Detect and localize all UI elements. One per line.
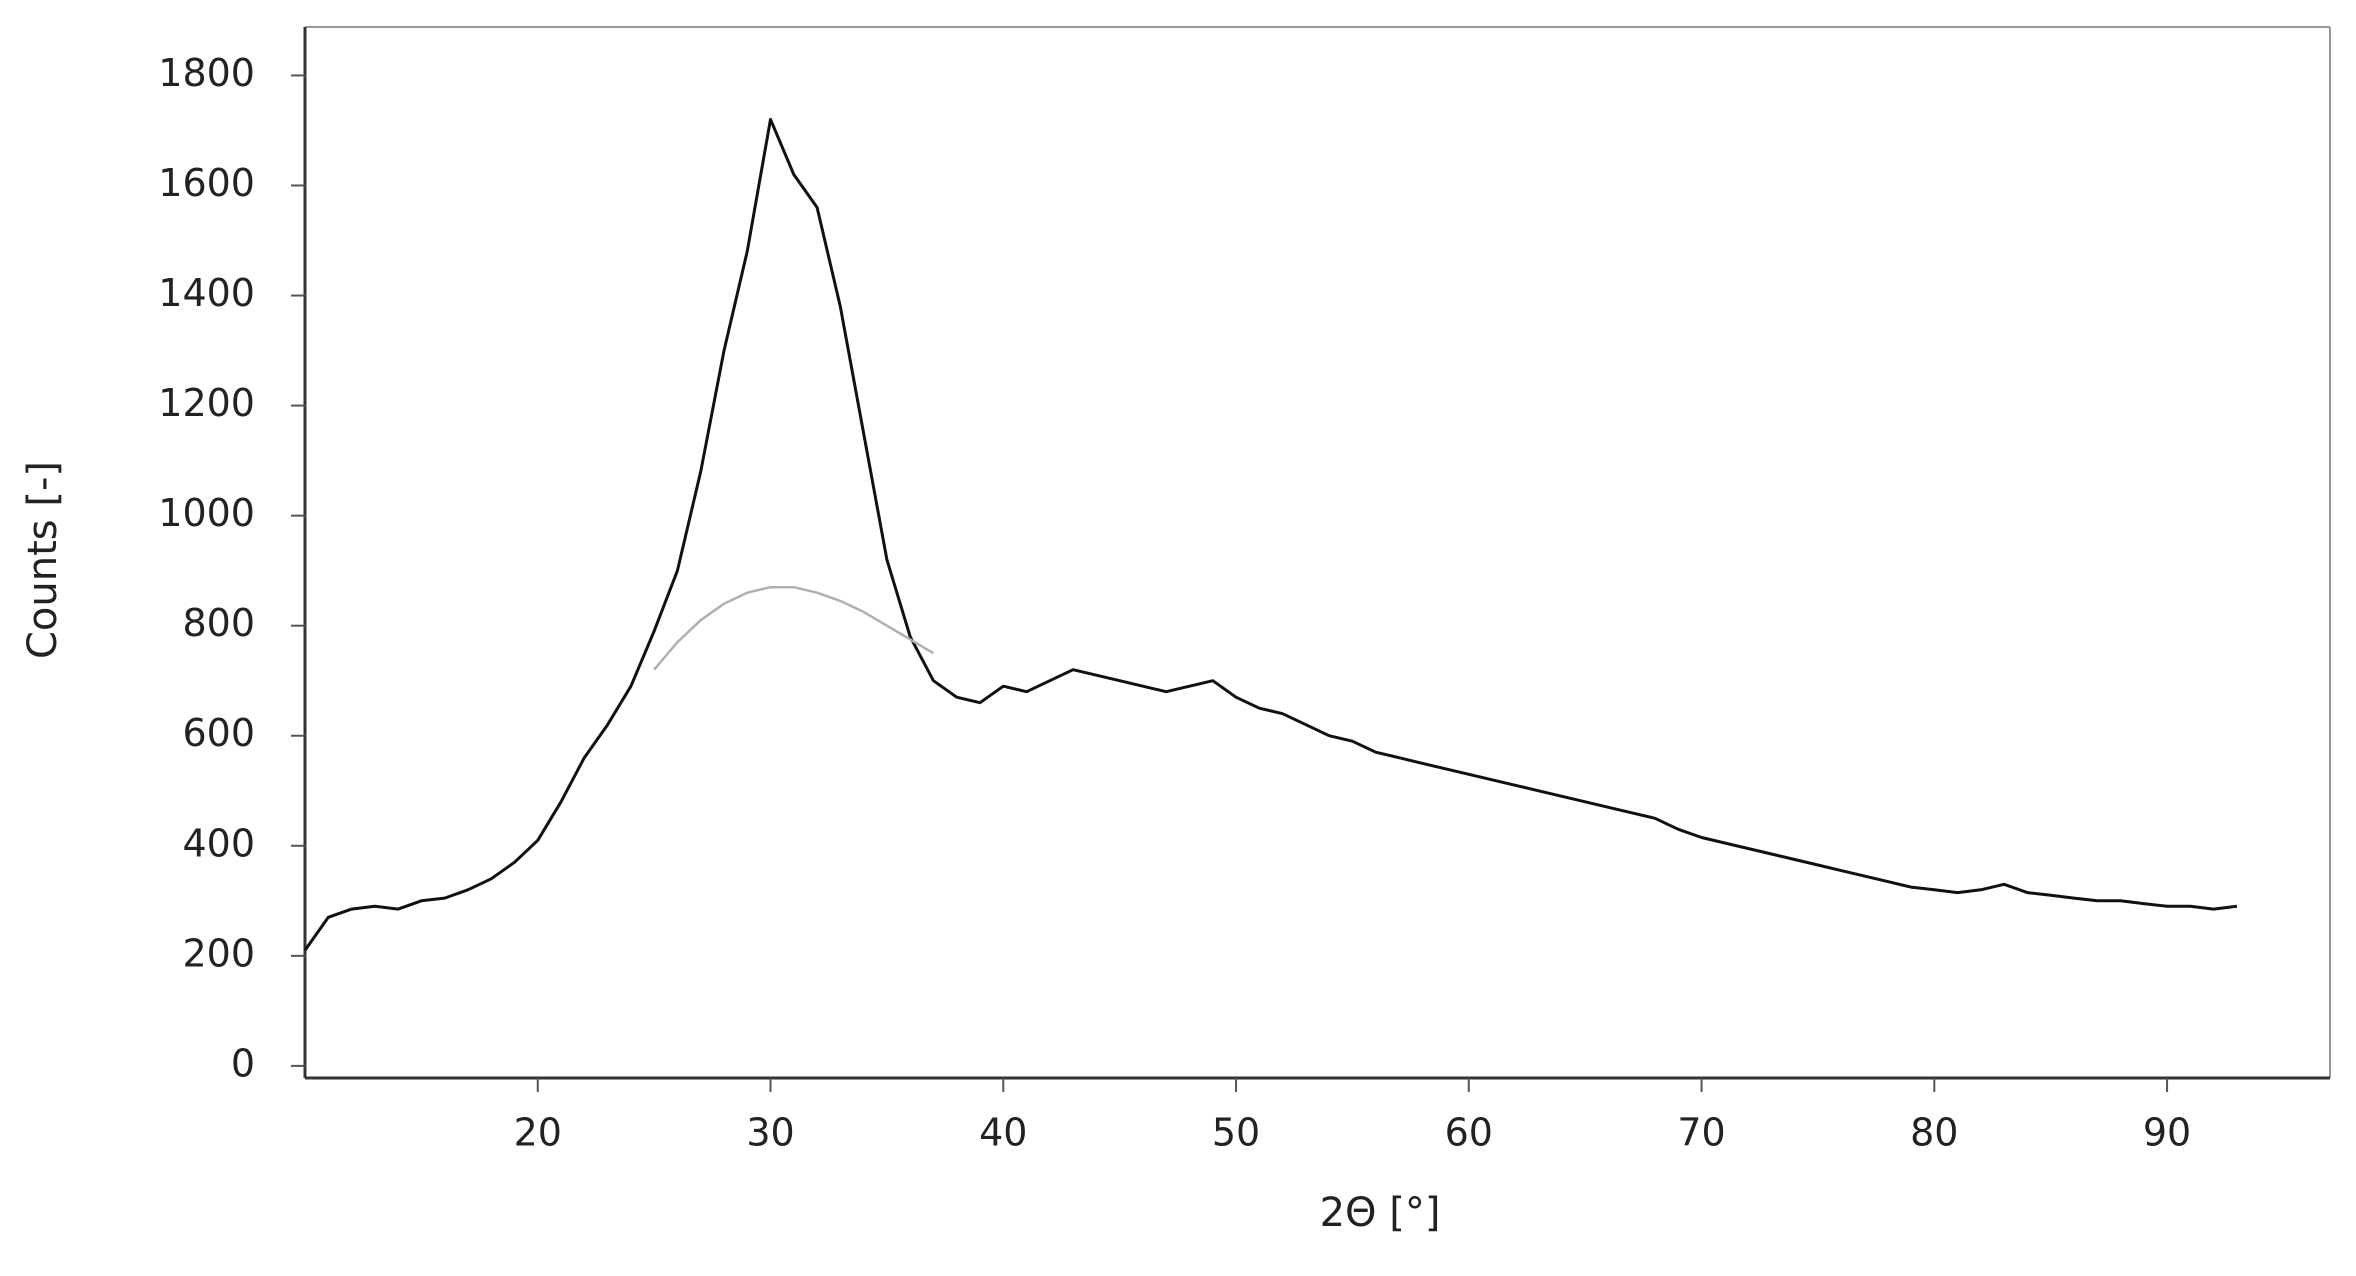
y-tick-label: 400 (182, 821, 255, 865)
y-tick-label: 0 (231, 1041, 255, 1085)
y-tick-label: 1600 (158, 161, 255, 205)
data-line (303, 117, 2238, 952)
x-tick-label: 30 (746, 1111, 794, 1155)
y-tick-label: 200 (182, 931, 255, 975)
x-tick-label: 60 (1445, 1111, 1493, 1155)
y-tick-label: 1400 (158, 271, 255, 315)
y-tick-label: 800 (182, 601, 255, 645)
y-axis-title: Counts [-] (20, 461, 66, 659)
y-tick-label: 1200 (158, 381, 255, 425)
x-tick-label: 20 (514, 1111, 562, 1155)
y-tick-label: 1000 (158, 491, 255, 535)
y-tick-label: 600 (182, 711, 255, 755)
data-line (653, 585, 935, 671)
x-axis-title: 2Θ [°] (1320, 1190, 1441, 1236)
x-tick-label: 90 (2143, 1111, 2191, 1155)
y-tick-label: 1800 (158, 51, 255, 95)
x-tick-label: 40 (979, 1111, 1027, 1155)
x-tick-label: 50 (1212, 1111, 1260, 1155)
x-tick-label: 80 (1910, 1111, 1958, 1155)
x-tick-label: 70 (1677, 1111, 1725, 1155)
